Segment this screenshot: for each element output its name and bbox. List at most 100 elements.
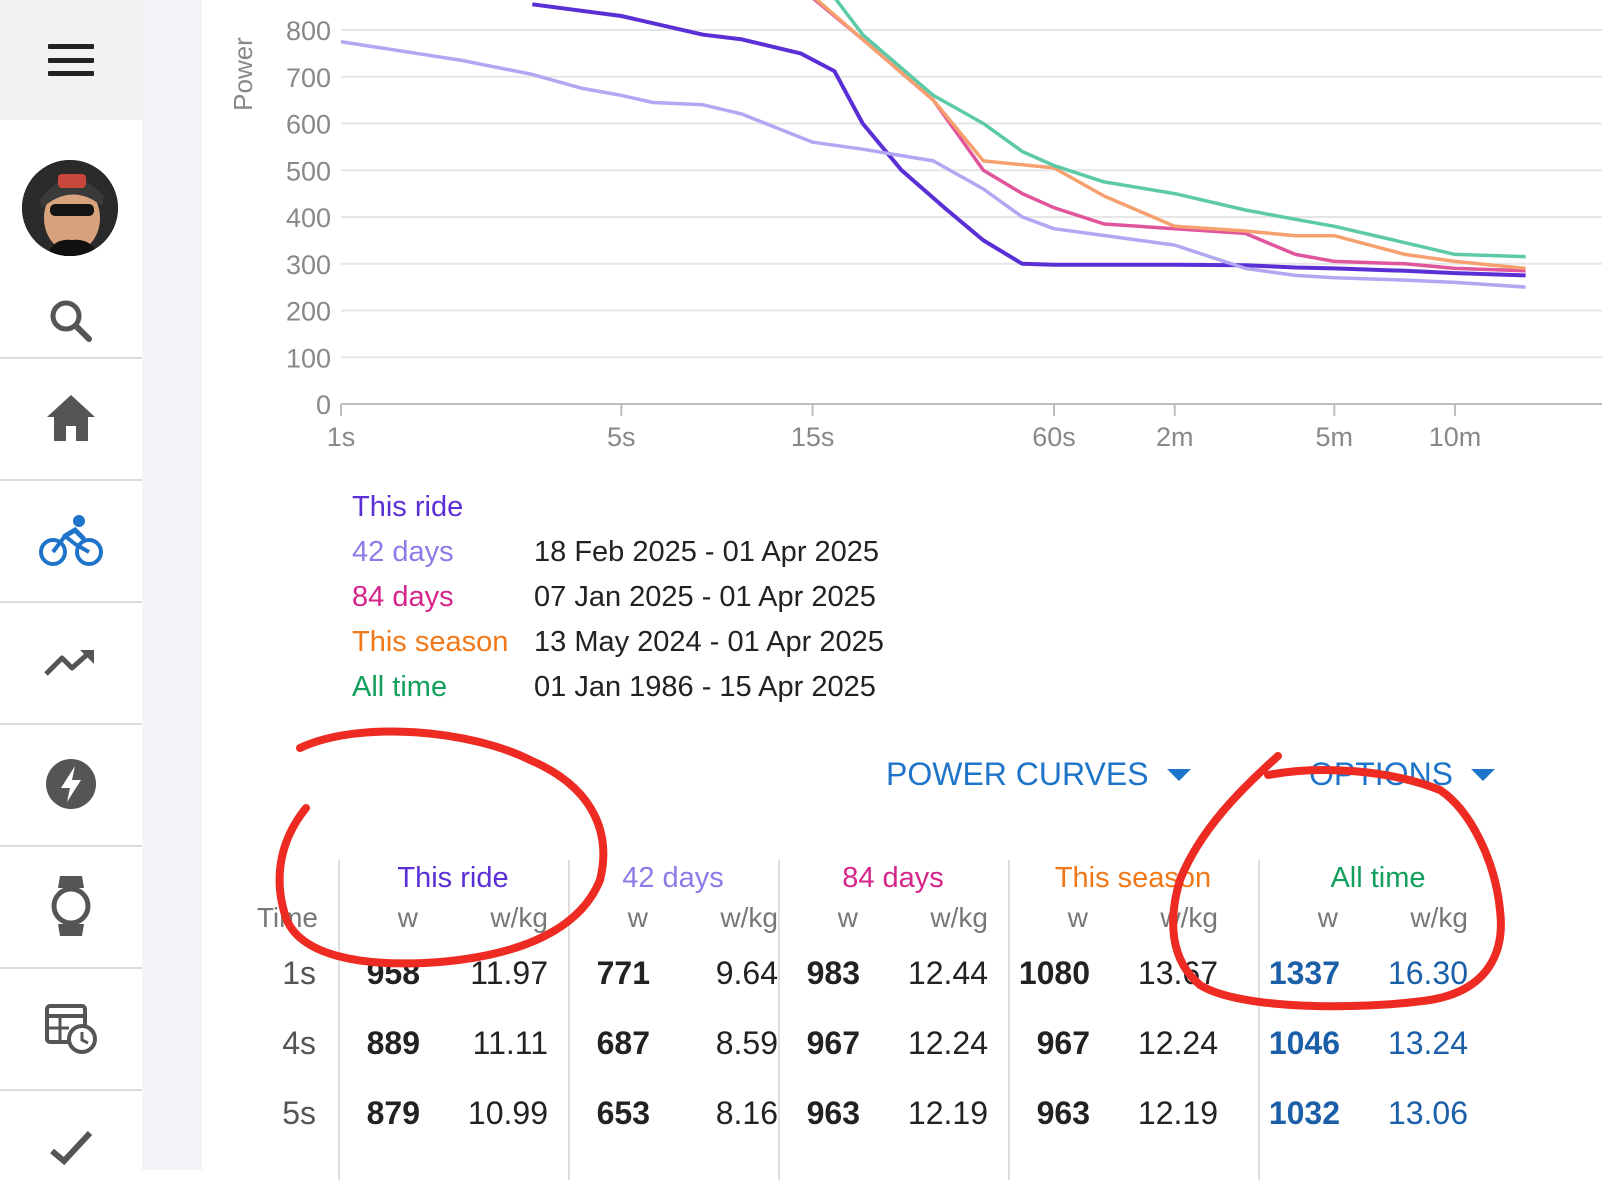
x-tick-label: 60s: [1032, 422, 1076, 452]
y-tick-label: 200: [286, 297, 331, 327]
legend-row[interactable]: All time 01 Jan 1986 - 15 Apr 2025: [352, 670, 876, 704]
legend-name: All time: [352, 671, 448, 703]
calendar-button[interactable]: [0, 967, 142, 1091]
legend-row[interactable]: This season 13 May 2024 - 01 Apr 2025: [352, 625, 884, 659]
watts-cell: 1337: [1268, 955, 1340, 991]
menu-button[interactable]: [0, 0, 142, 120]
column-header: This ride: [397, 862, 509, 894]
legend-date-range: 13 May 2024 - 01 Apr 2025: [534, 626, 884, 658]
options-dropdown[interactable]: OPTIONS: [1309, 756, 1496, 793]
search-icon: [50, 300, 92, 342]
series-line-84-days[interactable]: [801, 0, 1526, 273]
time-cell: 5s: [282, 1095, 316, 1131]
series-line-all-time[interactable]: [824, 0, 1526, 259]
avatar[interactable]: [22, 160, 118, 256]
watts-cell: 963: [806, 1095, 860, 1131]
y-tick-label: 400: [286, 203, 331, 233]
watts-cell: 771: [596, 955, 650, 991]
series-line-this-ride[interactable]: [532, 2, 1526, 278]
wkg-cell: 16.30: [1387, 955, 1468, 991]
y-tick-label: 0: [316, 390, 331, 420]
watts-cell: 653: [596, 1095, 650, 1131]
x-tick-label: 2m: [1156, 422, 1194, 452]
y-axis-label: Power: [228, 37, 258, 111]
wkg-cell: 8.59: [715, 1025, 778, 1061]
unit-w: w: [627, 902, 648, 933]
unit-w: w: [837, 902, 858, 933]
x-tick-label: 1s: [327, 422, 356, 452]
wkg-cell: 11.97: [470, 955, 548, 991]
check-button[interactable]: [0, 1115, 142, 1175]
legend-row[interactable]: This ride: [352, 490, 534, 524]
unit-w: w: [1317, 902, 1338, 933]
watts-cell: 967: [1036, 1025, 1090, 1061]
wkg-cell: 13.06: [1387, 1095, 1468, 1131]
devices-button[interactable]: [0, 845, 142, 969]
legend-name: This ride: [352, 491, 464, 523]
column-divider: [1258, 860, 1260, 1180]
x-tick-label: 5s: [607, 422, 636, 452]
power-curves-label: POWER CURVES: [886, 756, 1149, 792]
column-header: 84 days: [842, 862, 944, 894]
bike-icon: [39, 515, 103, 566]
wkg-cell: 11.11: [472, 1025, 548, 1061]
wkg-cell: 12.19: [1137, 1095, 1218, 1131]
calendar-clock-icon: [45, 1004, 97, 1054]
legend-name: 42 days: [352, 536, 454, 568]
wkg-cell: 8.16: [715, 1095, 778, 1131]
watts-cell: 1080: [1018, 955, 1090, 991]
sidebar: [0, 0, 144, 1170]
home-icon: [47, 395, 95, 441]
watts-cell: 983: [806, 955, 860, 991]
series-line-this-season[interactable]: [801, 0, 1526, 271]
unit-w: w: [397, 902, 418, 933]
wkg-cell: 13.24: [1387, 1025, 1468, 1061]
unit-w: w: [1067, 902, 1088, 933]
wkg-cell: 12.24: [1137, 1025, 1218, 1061]
y-tick-label: 800: [286, 16, 331, 46]
unit-wkg: w/kg: [1410, 902, 1468, 933]
time-cell: 4s: [282, 1025, 316, 1061]
unit-wkg: w/kg: [930, 902, 988, 933]
hamburger-icon[interactable]: [48, 44, 94, 76]
column-header: This season: [1054, 862, 1212, 894]
wkg-cell: 9.64: [715, 955, 778, 991]
column-divider: [1008, 860, 1010, 1180]
y-tick-label: 600: [286, 110, 331, 140]
watts-cell: 958: [366, 955, 420, 991]
x-tick-label: 5m: [1316, 422, 1354, 452]
fitness-button[interactable]: [0, 601, 142, 725]
power-curves-dropdown[interactable]: POWER CURVES: [886, 756, 1191, 793]
y-tick-label: 500: [286, 156, 331, 186]
legend-name: This season: [352, 626, 509, 658]
chevron-down-icon: [1166, 768, 1191, 781]
time-cell: 1s: [282, 955, 316, 991]
activities-button[interactable]: [0, 479, 142, 603]
search-button[interactable]: [0, 285, 142, 359]
legend-name: 84 days: [352, 581, 454, 613]
legend-row[interactable]: 84 days 07 Jan 2025 - 01 Apr 2025: [352, 580, 876, 614]
watts-cell: 967: [806, 1025, 860, 1061]
unit-wkg: w/kg: [720, 902, 778, 933]
y-tick-label: 700: [286, 63, 331, 93]
chevron-down-icon: [1471, 768, 1496, 781]
power-curve-chart[interactable]: 0 100 200 300 400 500 600 700 800 Power 1s 5s 15s 60s…: [202, 0, 1602, 470]
trend-icon: [44, 650, 94, 676]
wkg-cell: 10.99: [467, 1095, 548, 1131]
power-table: Time This ride w w/kg 42 days w w/kg 84 days w w/…: [202, 850, 1602, 1180]
legend-row[interactable]: 42 days 18 Feb 2025 - 01 Apr 2025: [352, 535, 879, 569]
main-panel: 0 100 200 300 400 500 600 700 800 Power 1s 5s 15s 60s…: [202, 0, 1602, 1180]
y-tick-label: 100: [286, 343, 331, 373]
watts-cell: 687: [596, 1025, 650, 1061]
column-header: All time: [1330, 862, 1426, 894]
power-button[interactable]: [0, 723, 142, 847]
column-divider: [568, 860, 570, 1180]
time-header: Time: [256, 902, 318, 933]
x-tick-label: 15s: [791, 422, 835, 452]
watch-icon: [51, 876, 91, 936]
watts-cell: 963: [1036, 1095, 1090, 1131]
series-line-42-days[interactable]: [341, 39, 1526, 289]
bolt-icon: [46, 759, 96, 809]
watts-cell: 879: [366, 1095, 420, 1131]
home-button[interactable]: [0, 357, 142, 481]
